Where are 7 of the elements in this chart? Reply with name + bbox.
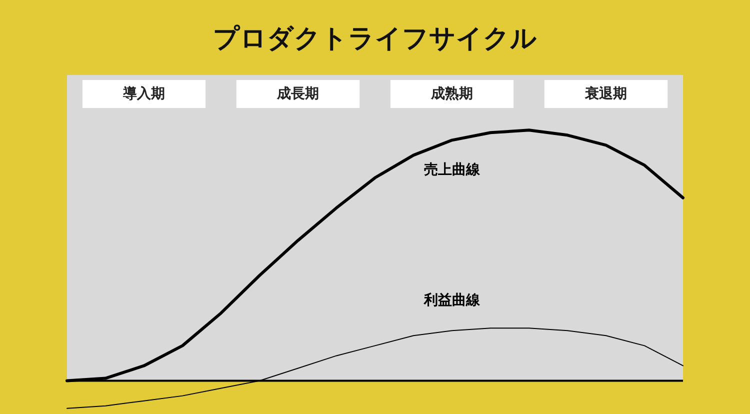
series-label: 売上曲線 [424, 162, 481, 178]
chart-title: プロダクトライフサイクル [213, 24, 537, 54]
text: 衰退期 [584, 85, 627, 102]
text: 成長期 [276, 86, 319, 102]
text: 成熟期 [430, 85, 473, 102]
series-label: 利益曲線 [423, 292, 481, 309]
text: 導入期 [122, 85, 165, 102]
